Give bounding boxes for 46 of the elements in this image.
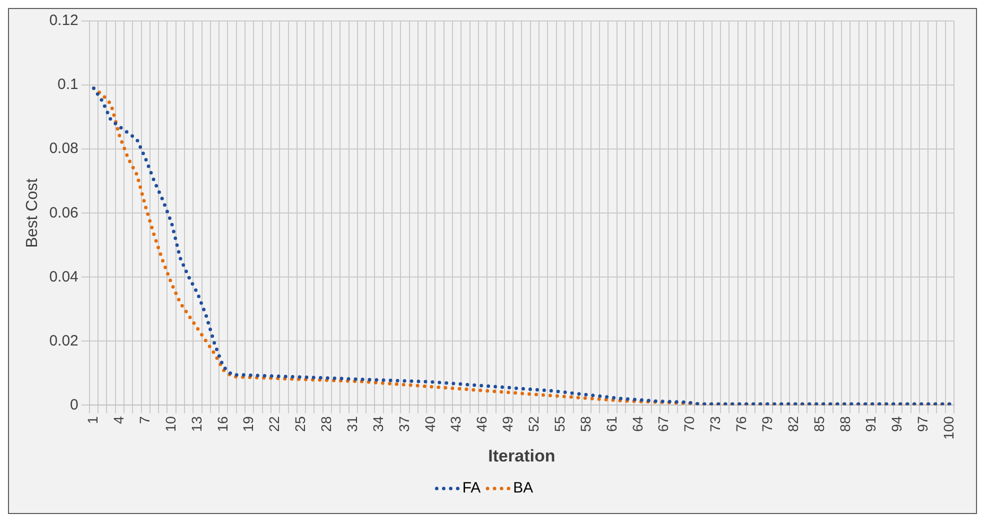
x-tick-label: 52 xyxy=(526,416,542,432)
x-tick-label: 97 xyxy=(914,416,931,432)
x-tick-label: 67 xyxy=(655,416,672,432)
legend-label: BA xyxy=(513,480,534,497)
x-tick-label: 31 xyxy=(344,416,360,432)
x-tick-label: 73 xyxy=(707,416,724,432)
x-tick-label: 88 xyxy=(836,416,853,432)
x-tick-label: 46 xyxy=(474,416,490,432)
x-tick-label: 37 xyxy=(396,416,412,432)
y-tick-label: 0.06 xyxy=(49,204,78,222)
x-tick-label: 25 xyxy=(292,416,308,432)
y-tick-label: 0.08 xyxy=(49,140,78,158)
y-axis-title: Best Cost xyxy=(24,178,42,248)
x-tick-label: 82 xyxy=(784,416,801,432)
x-tick-label: 13 xyxy=(188,416,204,432)
x-tick-label: 55 xyxy=(551,416,568,432)
x-tick-label: 61 xyxy=(603,416,620,432)
x-tick-label: 40 xyxy=(422,416,438,432)
x-tick-label: 1 xyxy=(84,416,101,424)
x-tick-label: 64 xyxy=(629,416,646,432)
x-tick-label: 58 xyxy=(577,416,594,432)
x-tick-label: 34 xyxy=(370,416,386,432)
x-tick-label: 76 xyxy=(733,416,750,432)
x-tick-label: 100 xyxy=(940,416,957,440)
line-series xyxy=(92,86,952,406)
y-tick-label: 0.12 xyxy=(49,12,78,30)
x-tick-label: 70 xyxy=(681,416,698,432)
x-tick-label: 85 xyxy=(810,416,827,432)
x-tick-label: 94 xyxy=(888,416,905,432)
x-tick-label: 7 xyxy=(136,416,152,424)
x-tick-label: 19 xyxy=(240,416,256,432)
x-tick-label: 22 xyxy=(266,416,282,432)
x-tick-label: 28 xyxy=(318,416,334,432)
y-tick-label: 0.1 xyxy=(58,76,78,94)
legend-label: FA xyxy=(462,480,481,497)
x-tick-label: 10 xyxy=(162,416,178,432)
x-tick-label: 79 xyxy=(758,416,775,432)
x-axis-title: Iteration xyxy=(488,446,556,466)
x-tick-label: 91 xyxy=(862,416,879,432)
x-tick-label: 16 xyxy=(214,416,230,432)
x-tick-label: 43 xyxy=(448,416,464,432)
x-tick-label: 4 xyxy=(110,416,127,424)
y-tick-label: 0.04 xyxy=(49,268,78,286)
x-tick-label: 49 xyxy=(500,416,516,432)
y-tick-label: 0 xyxy=(70,396,78,414)
y-tick-label: 0.02 xyxy=(49,332,78,350)
